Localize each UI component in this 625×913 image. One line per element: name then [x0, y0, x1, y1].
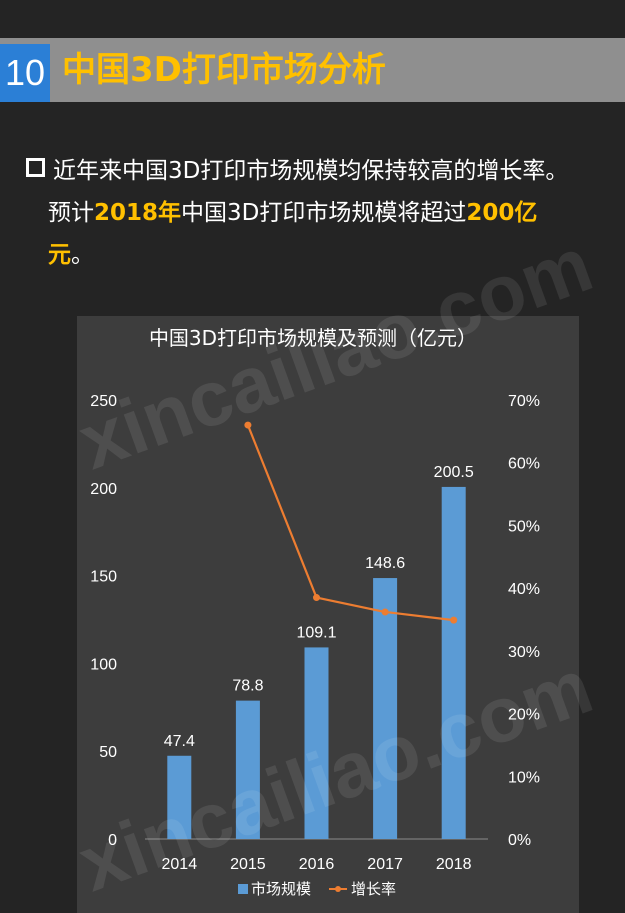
right-tick-label: 0% — [508, 832, 531, 849]
x-axis: 2014 2015 2016 2017 2018 — [162, 856, 472, 873]
square-bullet-icon — [26, 158, 45, 177]
intro-text-b: 中国3D打印市场规模将超过 — [181, 200, 467, 226]
bar-value-label: 47.4 — [164, 733, 195, 750]
left-axis: 0 50 100 150 200 250 — [90, 393, 117, 849]
section-header: 10 中国3D打印市场分析 — [0, 0, 625, 104]
bar-value-label: 148.6 — [365, 555, 405, 572]
left-tick-label: 150 — [90, 569, 117, 586]
legend-bar-swatch — [238, 884, 248, 894]
right-tick-label: 10% — [508, 769, 540, 786]
right-tick-label: 20% — [508, 707, 540, 724]
x-tick-label: 2015 — [230, 856, 266, 873]
left-tick-label: 250 — [90, 393, 117, 410]
section-title: 中国3D打印市场分析 — [62, 50, 386, 90]
growth-rate-point — [381, 608, 389, 616]
legend: 市场规模 增长率 — [238, 880, 396, 898]
bar-value-label: 78.8 — [232, 678, 263, 695]
header-bar — [0, 38, 625, 102]
growth-rate-line — [246, 424, 454, 622]
legend-line-label: 增长率 — [351, 880, 396, 898]
growth-rate-point — [450, 616, 458, 624]
growth-rate-point — [244, 421, 252, 429]
intro-text: 近年来中国3D打印市场规模均保持较高的增长率。 预计2018年中国3D打印市场规… — [26, 150, 618, 276]
watermark-upper: xincailiao.com — [68, 219, 603, 486]
bars: 47.4 78.8 109.1 148.6 200.5 — [164, 464, 474, 839]
right-tick-label: 60% — [508, 456, 540, 473]
legend-bar-label: 市场规模 — [251, 880, 311, 898]
growth-rate-point — [313, 594, 320, 602]
bar-2018 — [441, 486, 466, 839]
x-tick-label: 2018 — [436, 856, 472, 873]
intro-end-punct: 。 — [71, 242, 94, 268]
legend-line-marker — [335, 886, 341, 892]
intro-sentence-1: 近年来中国3D打印市场规模均保持较高的增长率。 — [53, 158, 569, 184]
left-tick-label: 100 — [90, 656, 117, 673]
bar-value-label: 200.5 — [434, 464, 474, 481]
bar-2014 — [167, 755, 192, 839]
left-tick-label: 50 — [99, 744, 117, 761]
highlight-year: 2018年 — [94, 200, 182, 226]
right-tick-label: 30% — [508, 644, 540, 661]
intro-text-a: 预计 — [48, 200, 94, 226]
bar-2017 — [373, 578, 398, 839]
x-tick-label: 2017 — [367, 856, 403, 873]
intro-line-2: 预计2018年中国3D打印市场规模将超过200亿 — [26, 192, 618, 234]
highlight-amount-unit: 元 — [48, 242, 71, 268]
highlight-amount: 200亿 — [466, 200, 538, 226]
right-tick-label: 50% — [508, 518, 540, 535]
bar-2015 — [235, 700, 260, 839]
bar-2016 — [304, 647, 329, 839]
left-tick-label: 200 — [90, 481, 117, 498]
section-number: 10 — [0, 44, 50, 102]
intro-line-1: 近年来中国3D打印市场规模均保持较高的增长率。 — [26, 150, 618, 192]
left-tick-label: 0 — [108, 832, 117, 849]
right-tick-label: 40% — [508, 581, 540, 598]
right-axis: 0% 10% 20% 30% 40% 50% 60% 70% — [508, 393, 540, 849]
intro-line-3: 元。 — [26, 234, 618, 276]
x-tick-label: 2016 — [299, 856, 335, 873]
bar-value-label: 109.1 — [296, 624, 336, 641]
growth-line — [244, 421, 458, 624]
chart-title: 中国3D打印市场规模及预测（亿元） — [149, 326, 477, 350]
x-tick-label: 2014 — [162, 856, 198, 873]
right-tick-label: 70% — [508, 393, 540, 410]
